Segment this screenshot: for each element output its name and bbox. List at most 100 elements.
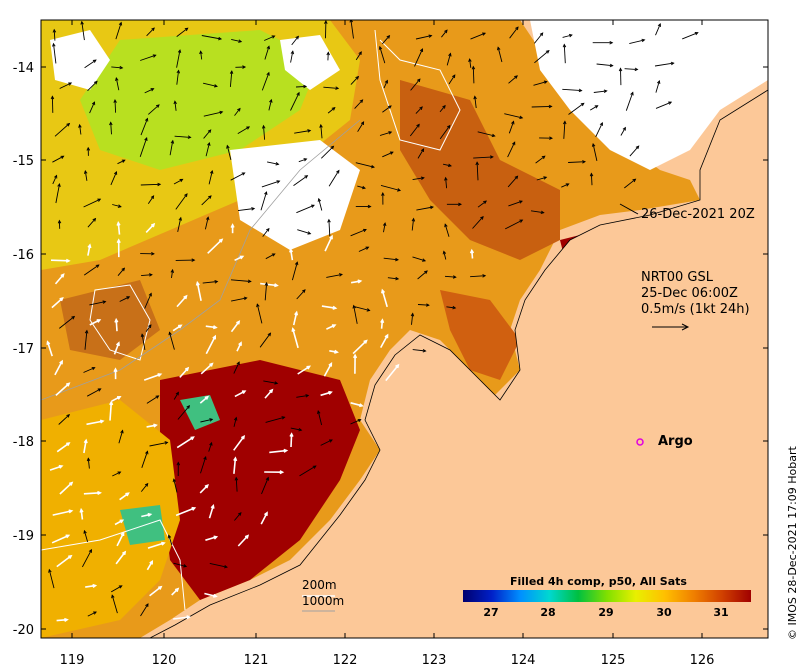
current-arrow [265,416,285,423]
current-arrow-head [204,484,209,489]
current-arrow-head [242,65,247,69]
current-arrow [472,216,484,229]
current-arrow [119,492,129,501]
current-arrow [51,534,69,544]
current-arrow-head [490,155,494,159]
current-arrow [350,20,354,39]
current-arrow-head [109,121,113,126]
current-arrow-head [96,319,102,323]
current-arrow-head [357,418,362,423]
current-arrow [149,441,168,447]
current-arrow-head [92,59,97,63]
current-arrow-head [117,471,122,475]
current-arrow-head [179,178,184,183]
current-arrow-head [157,182,162,187]
current-arrow-head [119,65,124,70]
current-arrow [113,342,120,355]
current-arrow-head [327,218,331,223]
current-arrow-head [302,289,306,293]
current-arrow-head [116,238,121,244]
current-arrow [508,200,523,207]
current-arrow-head [144,117,149,122]
current-arrow [201,195,212,206]
current-arrow-head [83,438,88,444]
current-arrow-head [420,148,425,153]
current-arrow [208,442,213,452]
argo-label: Argo [658,434,693,449]
current-arrow [562,34,573,38]
current-arrow-head [119,519,125,524]
current-arrow [508,75,518,84]
current-arrow [624,68,638,70]
current-arrow [323,363,333,377]
current-arrow-head [271,253,276,257]
current-arrow [147,195,154,204]
current-arrow [409,124,420,137]
current-arrow [654,62,674,67]
current-arrow-head [212,325,218,330]
current-arrow-head [329,439,333,443]
current-arrow [412,256,426,262]
current-arrow-head [125,492,130,497]
current-arrow-head [473,95,477,100]
current-arrow [470,275,486,278]
current-arrow [169,140,174,156]
current-arrow [117,222,121,235]
colorbar-title: Filled 4h comp, p50, All Sats [510,575,687,588]
current-arrow [320,439,333,446]
current-arrow [268,99,272,111]
current-arrow-head [183,294,188,300]
current-arrow-head [57,183,61,188]
current-arrow-head [114,317,119,323]
current-arrow [207,239,223,254]
current-arrow [53,29,56,41]
current-arrow-head [541,155,546,160]
current-arrow-head [656,79,661,84]
current-arrow [497,47,503,63]
current-arrow [233,417,237,427]
current-arrow-head [491,133,496,138]
current-arrow [49,465,63,471]
current-arrow [203,111,223,117]
current-arrow-head [482,32,487,36]
current-arrow-head [264,511,268,516]
current-arrow [175,193,188,210]
current-arrow [237,208,255,212]
current-arrow-head [199,50,203,55]
current-arrow [382,35,390,45]
current-arrow-head [238,39,243,43]
current-arrow [381,290,388,308]
current-arrow-head [66,122,71,127]
current-arrow [140,118,148,136]
current-arrow-head [121,267,126,272]
current-arrow-head [266,227,270,232]
current-arrow [56,442,70,453]
current-arrow [237,535,249,547]
current-arrow-head [324,20,328,24]
current-arrow-head [388,131,393,135]
lon-tick-label: 119 [60,653,85,668]
current-arrow-head [419,106,423,111]
current-arrow [140,483,149,492]
current-arrow-head [116,395,122,400]
current-arrow [52,510,72,516]
current-arrow-head [328,362,333,367]
current-arrow [148,104,160,115]
current-arrow-head [330,145,335,150]
current-arrow-head [113,367,118,373]
current-arrow [208,505,215,519]
current-arrow-head [452,305,457,310]
current-arrow-head [186,615,192,620]
current-arrow-head [65,382,71,387]
current-arrow [209,562,228,568]
current-arrow-head [304,175,309,179]
current-arrow-head [164,441,169,445]
current-arrow-head [519,200,523,204]
current-arrow [379,46,386,64]
current-arrow [416,206,434,211]
current-arrow-head [58,464,64,469]
current-arrow [445,177,448,189]
current-arrow [328,219,331,237]
current-arrow [320,124,323,139]
current-arrow [115,551,126,565]
